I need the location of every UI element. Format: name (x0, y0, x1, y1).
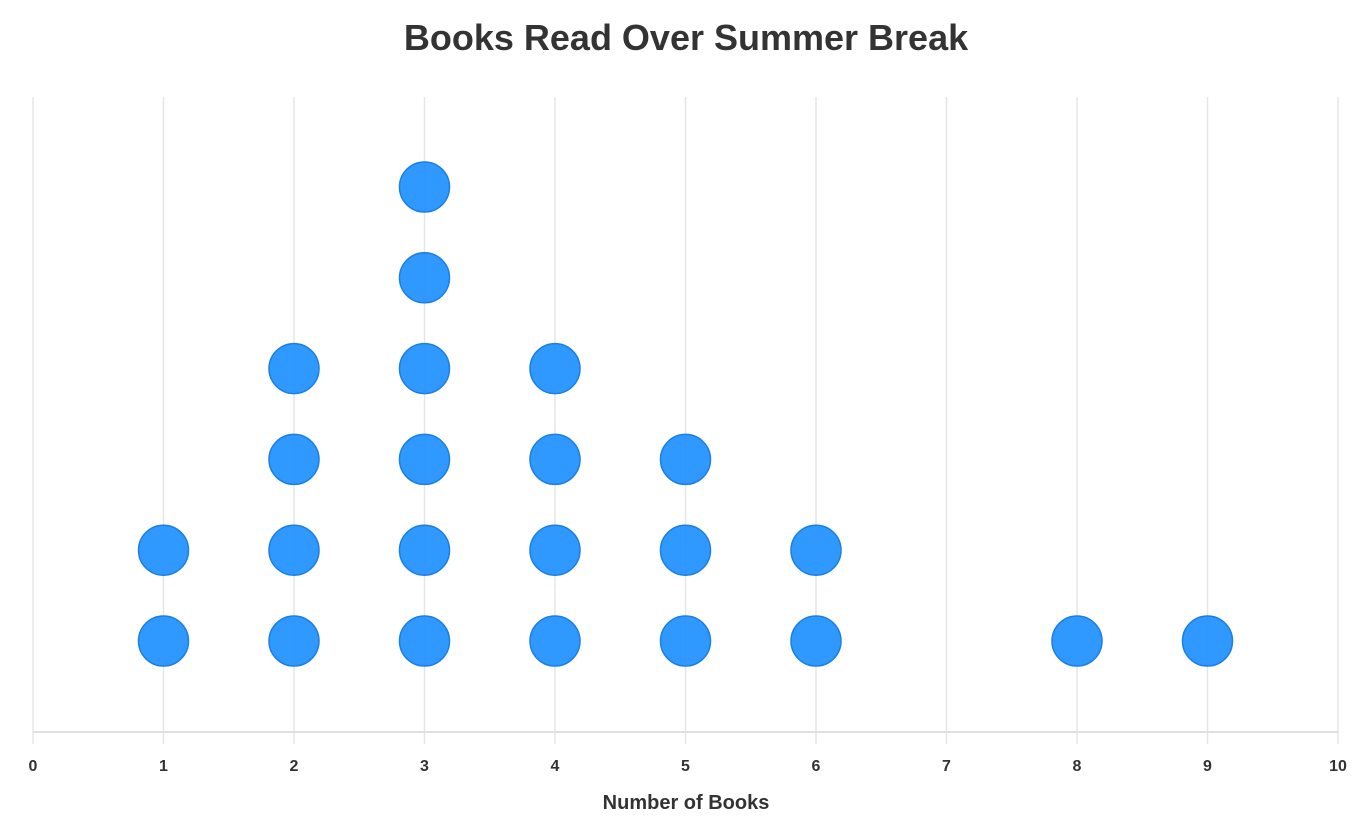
data-dot (398, 161, 451, 213)
data-dot (137, 615, 190, 667)
data-dot (398, 615, 451, 667)
dots (137, 161, 1234, 667)
data-dot (268, 524, 320, 576)
data-dot (137, 524, 190, 576)
data-dot (268, 433, 320, 486)
data-dot (1051, 615, 1103, 667)
x-tick-label: 9 (1203, 758, 1212, 775)
x-tick-label: 6 (812, 758, 821, 775)
data-dot (398, 433, 451, 486)
data-dot (659, 433, 712, 486)
x-tick-label: 7 (942, 758, 951, 775)
x-tick-label: 5 (681, 758, 690, 775)
data-dot (268, 342, 320, 395)
x-tick-label: 3 (420, 758, 429, 775)
x-ticks: 0 1 2 3 4 5 6 7 8 9 10 (29, 758, 1347, 775)
data-dot (398, 524, 451, 576)
data-dot (529, 615, 581, 667)
x-tick-label: 4 (551, 758, 560, 775)
x-tick-label: 2 (290, 758, 299, 775)
data-dot (790, 524, 842, 576)
x-tick-label: 10 (1329, 758, 1347, 775)
chart-title: Books Read Over Summer Break (404, 17, 969, 58)
data-dot (398, 342, 451, 395)
data-dot (529, 342, 581, 395)
data-dot (398, 252, 451, 304)
x-tick-label: 8 (1073, 758, 1082, 775)
data-dot (529, 524, 581, 576)
x-axis-label: Number of Books (603, 792, 770, 814)
x-tick-label: 0 (29, 758, 38, 775)
data-dot (268, 615, 320, 667)
data-dot (659, 524, 712, 576)
data-dot (1181, 615, 1234, 667)
x-tick-label: 1 (159, 758, 168, 775)
data-dot (790, 615, 842, 667)
data-dot (659, 615, 712, 667)
data-dot (529, 433, 581, 486)
